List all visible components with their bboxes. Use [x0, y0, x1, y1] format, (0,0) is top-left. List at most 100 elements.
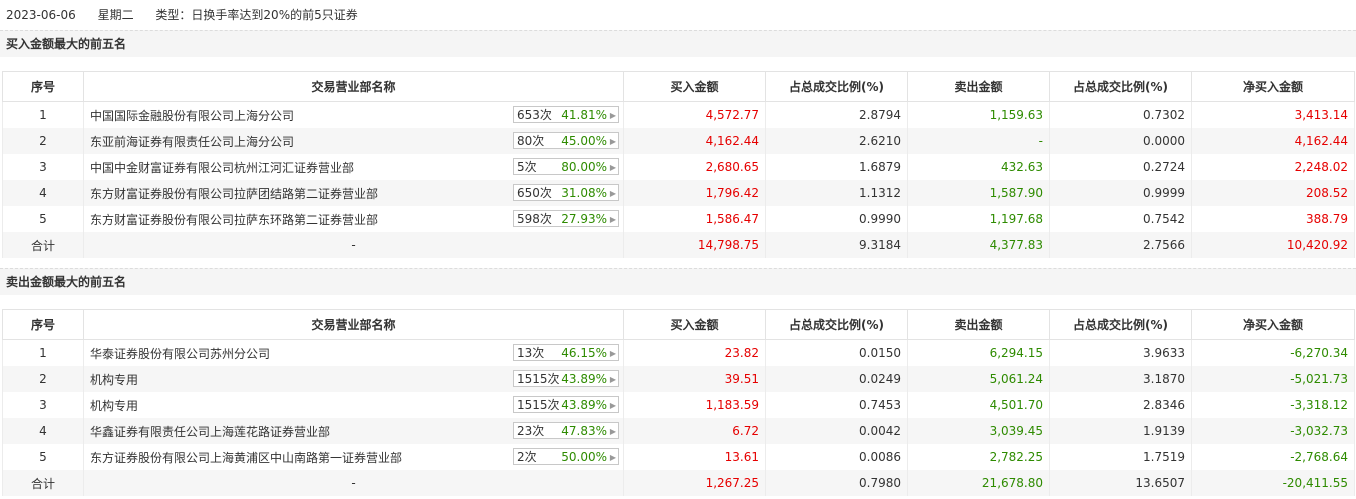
buy-amount: 1,796.42 [623, 180, 766, 206]
table-row[interactable]: 3 机构专用 1515次 43.89% ▶ 1,183.59 0.7453 4,501.70 2… [2, 392, 1355, 418]
col-sell-ratio[interactable]: 占总成交比例(%) [1049, 71, 1192, 102]
branch-cell[interactable]: 机构专用 1515次 43.89% ▶ [83, 392, 624, 418]
branch-name[interactable]: 中国国际金融股份有限公司上海分公司 [90, 108, 295, 123]
table-row[interactable]: 1 中国国际金融股份有限公司上海分公司 653次 41.81% ▶ 4,572.77 2.8… [2, 101, 1355, 128]
listing-count: 1515次 [517, 398, 560, 412]
total-branch-placeholder: - [83, 470, 624, 496]
net-buy-amount: 388.79 [1191, 206, 1355, 232]
branch-name[interactable]: 东方财富证券股份有限公司拉萨团结路第二证券营业部 [90, 186, 379, 201]
sell-section-title: 卖出金额最大的前五名 [0, 268, 1356, 295]
chevron-right-icon: ▶ [609, 453, 616, 462]
win-rate: 43.89% [561, 398, 607, 412]
total-row: 合计 -14,798.75 9.3184 4,377.83 2.7566 10,420.9… [2, 232, 1355, 258]
sell-amount: 432.63 [907, 154, 1050, 180]
sell-ratio: 2.8346 [1049, 392, 1192, 418]
row-index: 3 [2, 392, 84, 418]
buy-ratio: 0.9990 [765, 206, 908, 232]
trade-weekday: 星期二 [97, 8, 134, 22]
col-buy-ratio[interactable]: 占总成交比例(%) [765, 309, 908, 340]
branch-cell[interactable]: 中国中金财富证券有限公司杭州江河汇证券营业部 5次 80.00% ▶ [83, 154, 624, 180]
sell-ratio: 0.0000 [1049, 128, 1192, 154]
col-sell-amount[interactable]: 卖出金额 [907, 309, 1050, 340]
branch-name[interactable]: 华泰证券股份有限公司苏州分公司 [90, 346, 271, 361]
branch-name[interactable]: 机构专用 [90, 372, 139, 387]
buy-ratio: 2.6210 [765, 128, 908, 154]
branch-cell[interactable]: 华鑫证券有限责任公司上海莲花路证券营业部 23次 47.83% ▶ [83, 418, 624, 444]
col-sell-amount[interactable]: 卖出金额 [907, 71, 1050, 102]
col-index[interactable]: 序号 [2, 71, 84, 102]
table-row[interactable]: 5 东方财富证券股份有限公司拉萨东环路第二证券营业部 598次 27.93% ▶ 1,58… [2, 206, 1355, 232]
col-branch-name[interactable]: 交易营业部名称 [83, 309, 624, 340]
branch-name[interactable]: 东亚前海证券有限责任公司上海分公司 [90, 134, 295, 149]
win-rate: 46.15% [561, 346, 607, 360]
branch-stats-badge[interactable]: 650次 31.08% ▶ [513, 184, 619, 201]
branch-name[interactable]: 东方财富证券股份有限公司拉萨东环路第二证券营业部 [90, 212, 379, 227]
listing-count: 5次 [517, 160, 537, 174]
col-sell-ratio[interactable]: 占总成交比例(%) [1049, 309, 1192, 340]
buy-ratio: 0.0042 [765, 418, 908, 444]
sell-amount: 1,159.63 [907, 101, 1050, 128]
buy-amount: 39.51 [623, 366, 766, 392]
buy-amount: 13.61 [623, 444, 766, 470]
listing-count: 2次 [517, 450, 537, 464]
col-net-buy[interactable]: 净买入金额 [1191, 71, 1355, 102]
branch-name[interactable]: 东方证券股份有限公司上海黄浦区中山南路第一证券营业部 [90, 450, 403, 465]
table-row[interactable]: 4 东方财富证券股份有限公司拉萨团结路第二证券营业部 650次 31.08% ▶ 1,79… [2, 180, 1355, 206]
branch-name[interactable]: 中国中金财富证券有限公司杭州江河汇证券营业部 [90, 160, 355, 175]
sell-ratio: 0.7302 [1049, 101, 1192, 128]
branch-cell[interactable]: 东亚前海证券有限责任公司上海分公司 80次 45.00% ▶ [83, 128, 624, 154]
table-row[interactable]: 2 机构专用 1515次 43.89% ▶ 39.51 0.0249 5,061.24 3.18… [2, 366, 1355, 392]
buy-amount: 1,183.59 [623, 392, 766, 418]
sell-ratio: 0.2724 [1049, 154, 1192, 180]
branch-name[interactable]: 华鑫证券有限责任公司上海莲花路证券营业部 [90, 424, 331, 439]
branch-stats-badge[interactable]: 23次 47.83% ▶ [513, 422, 619, 439]
branch-cell[interactable]: 机构专用 1515次 43.89% ▶ [83, 366, 624, 392]
win-rate: 43.89% [561, 372, 607, 386]
chevron-right-icon: ▶ [609, 375, 616, 384]
branch-stats-badge[interactable]: 598次 27.93% ▶ [513, 210, 619, 227]
buy-ratio: 0.7453 [765, 392, 908, 418]
listing-count: 80次 [517, 134, 545, 148]
branch-stats-badge[interactable]: 1515次 43.89% ▶ [513, 396, 619, 413]
table-row[interactable]: 2 东亚前海证券有限责任公司上海分公司 80次 45.00% ▶ 4,162.44 2.62… [2, 128, 1355, 154]
table-header-row: 序号 交易营业部名称 买入金额 占总成交比例(%) 卖出金额 占总成交比例(%)… [2, 309, 1355, 340]
win-rate: 45.00% [561, 134, 607, 148]
col-index[interactable]: 序号 [2, 309, 84, 340]
total-sell-ratio: 13.6507 [1049, 470, 1192, 496]
branch-stats-badge[interactable]: 1515次 43.89% ▶ [513, 370, 619, 387]
col-buy-ratio[interactable]: 占总成交比例(%) [765, 71, 908, 102]
total-label: 合计 [2, 232, 84, 258]
header-bar: 2023-06-06 星期二 类型：日换手率达到20%的前5只证券 [0, 0, 1356, 30]
col-buy-amount[interactable]: 买入金额 [623, 309, 766, 340]
branch-stats-badge[interactable]: 13次 46.15% ▶ [513, 344, 619, 361]
branch-cell[interactable]: 东方财富证券股份有限公司拉萨团结路第二证券营业部 650次 31.08% ▶ [83, 180, 624, 206]
branch-cell[interactable]: 华泰证券股份有限公司苏州分公司 13次 46.15% ▶ [83, 339, 624, 366]
branch-cell[interactable]: 中国国际金融股份有限公司上海分公司 653次 41.81% ▶ [83, 101, 624, 128]
net-buy-amount: 2,248.02 [1191, 154, 1355, 180]
table-row[interactable]: 3 中国中金财富证券有限公司杭州江河汇证券营业部 5次 80.00% ▶ 2,680.65… [2, 154, 1355, 180]
win-rate: 41.81% [561, 108, 607, 122]
branch-stats-badge[interactable]: 5次 80.00% ▶ [513, 158, 619, 175]
row-index: 5 [2, 206, 84, 232]
total-buy-amount: 1,267.25 [623, 470, 766, 496]
buy-ratio: 1.1312 [765, 180, 908, 206]
col-branch-name[interactable]: 交易营业部名称 [83, 71, 624, 102]
chevron-right-icon: ▶ [609, 349, 616, 358]
win-rate: 80.00% [561, 160, 607, 174]
buy-amount: 6.72 [623, 418, 766, 444]
branch-stats-badge[interactable]: 653次 41.81% ▶ [513, 106, 619, 123]
branch-cell[interactable]: 东方财富证券股份有限公司拉萨东环路第二证券营业部 598次 27.93% ▶ [83, 206, 624, 232]
table-row[interactable]: 4 华鑫证券有限责任公司上海莲花路证券营业部 23次 47.83% ▶ 6.72 0.004… [2, 418, 1355, 444]
table-row[interactable]: 1 华泰证券股份有限公司苏州分公司 13次 46.15% ▶ 23.82 0.0150 6,2… [2, 339, 1355, 366]
net-buy-amount: -5,021.73 [1191, 366, 1355, 392]
branch-stats-badge[interactable]: 2次 50.00% ▶ [513, 448, 619, 465]
branch-stats-badge[interactable]: 80次 45.00% ▶ [513, 132, 619, 149]
col-buy-amount[interactable]: 买入金额 [623, 71, 766, 102]
col-net-buy[interactable]: 净买入金额 [1191, 309, 1355, 340]
branch-cell[interactable]: 东方证券股份有限公司上海黄浦区中山南路第一证券营业部 2次 50.00% ▶ [83, 444, 624, 470]
sell-amount: 2,782.25 [907, 444, 1050, 470]
table-row[interactable]: 5 东方证券股份有限公司上海黄浦区中山南路第一证券营业部 2次 50.00% ▶ 13.6… [2, 444, 1355, 470]
chevron-right-icon: ▶ [609, 189, 616, 198]
total-buy-amount: 14,798.75 [623, 232, 766, 258]
branch-name[interactable]: 机构专用 [90, 398, 139, 413]
